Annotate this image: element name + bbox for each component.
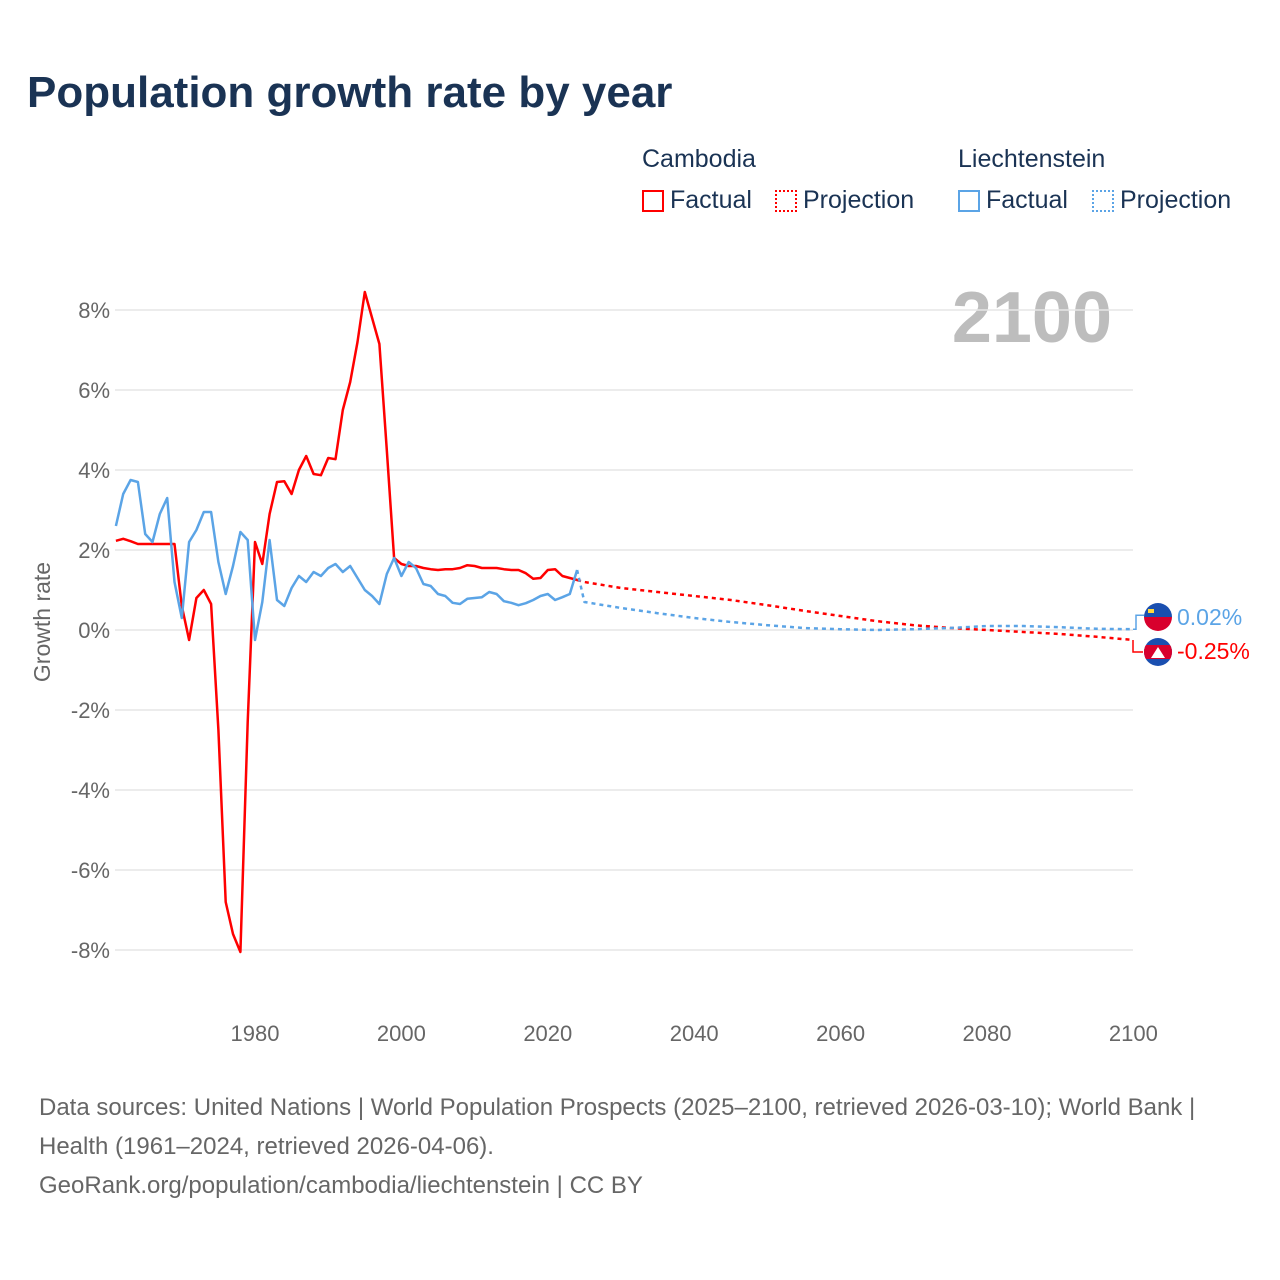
y-tick-label: -4% [71,778,110,803]
legend-liechtenstein-factual[interactable]: Factual [958,186,1068,215]
leader-line [1133,614,1144,630]
x-tick-label: 2000 [377,1021,426,1046]
y-tick-label: -6% [71,858,110,883]
crown [1148,609,1154,613]
liechtenstein-projection-line [575,569,1134,632]
cambodia-end-label: -0.25% [1177,638,1250,664]
legend-swatch [958,189,980,212]
y-tick-label: 0% [78,618,110,643]
y-tick-label: 2% [78,538,110,563]
flag-band [1144,603,1172,617]
flag-band [1144,617,1172,631]
x-tick-label: 2020 [523,1021,572,1046]
legend-group-liechtenstein: Liechtenstein [958,145,1106,173]
sources-text: Data sources: United Nations | World Pop… [39,1094,1196,1160]
y-axis-label: Growth rate [29,562,55,682]
legend-swatch [775,189,797,212]
liechtenstein-factual-line [114,478,579,642]
x-tick-label: 2060 [816,1021,865,1046]
page-title: Population growth rate by year [27,68,673,117]
legend-label: Projection [1120,186,1232,214]
cambodia-factual-line [115,290,578,954]
legend-swatch [1092,189,1114,212]
x-tick-label: 1980 [231,1021,280,1046]
x-tick-label: 2100 [1109,1021,1158,1046]
x-tick-label: 2040 [670,1021,719,1046]
liechtenstein-flag-icon [1144,603,1172,631]
legend-swatch [642,189,664,212]
sources: Data sources: United Nations | World Pop… [39,1088,1239,1205]
legend-liechtenstein-projection[interactable]: Projection [1092,186,1231,215]
leader-line [1132,640,1143,653]
y-tick-label: -2% [71,698,110,723]
y-tick-label: 8% [78,298,110,323]
year-label: 2100 [952,278,1112,358]
y-tick-label: 6% [78,378,110,403]
legend-group-cambodia: Cambodia [642,145,756,173]
legend-cambodia-factual[interactable]: Factual [642,186,752,215]
legend-label: Projection [803,186,915,214]
cambodia-flag-icon [1144,638,1172,666]
cambodia-projection-line [576,578,1134,642]
temple [1151,647,1165,658]
legend-label: Factual [986,186,1068,214]
line-chart: 2100 Growth rate -8% -6% -4% -2% 0% 2% 4% 6% 8% 1… [29,278,1250,1046]
legend-cambodia-projection[interactable]: Projection [775,186,914,215]
legend-label: Factual [670,186,752,214]
sources-link[interactable]: GeoRank.org/population/cambodia/liechten… [39,1172,643,1199]
y-tick-label: 4% [78,458,110,483]
x-tick-label: 2080 [963,1021,1012,1046]
y-tick-label: -8% [71,938,110,963]
liechtenstein-end-label: 0.02% [1177,604,1242,630]
